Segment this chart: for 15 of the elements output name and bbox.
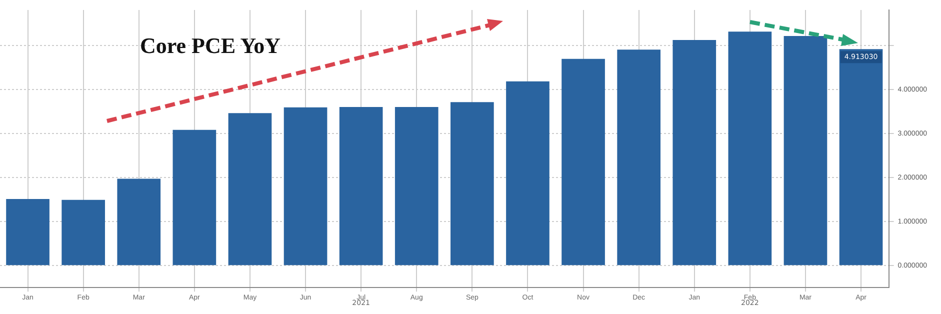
bar [672, 40, 716, 266]
bar [394, 106, 438, 266]
bar [839, 49, 883, 266]
text: Core PCE YoY [140, 33, 281, 59]
bar [339, 106, 383, 266]
bar [284, 107, 328, 266]
bar [506, 81, 550, 266]
bar [6, 199, 50, 266]
bar [562, 58, 605, 266]
bar [172, 130, 216, 266]
bar [450, 102, 494, 266]
bar [117, 178, 161, 266]
bar [228, 113, 272, 266]
bar [617, 50, 660, 266]
bar [62, 200, 105, 266]
